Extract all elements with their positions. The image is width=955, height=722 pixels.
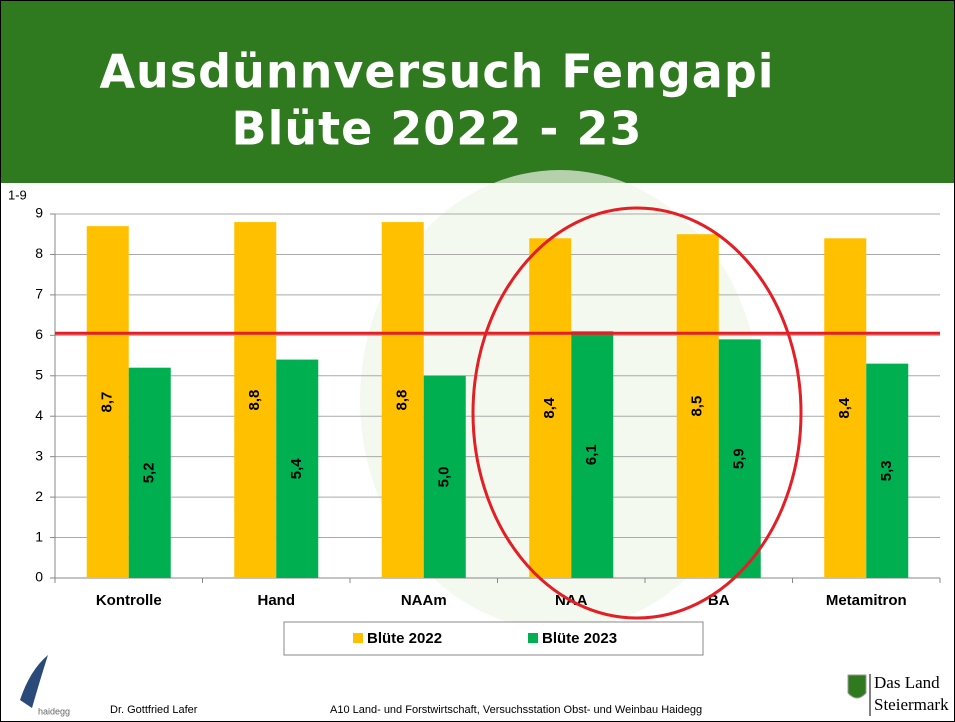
footer-author: Dr. Gottfried Lafer [110, 704, 198, 716]
value-label: 8,7 [99, 392, 116, 413]
logo-right-line1: Das Land [874, 673, 940, 692]
y-tick-label: 4 [35, 407, 43, 423]
value-label: 6,1 [583, 444, 600, 465]
legend-label: Blüte 2022 [367, 630, 442, 647]
value-label: 8,4 [836, 397, 853, 419]
x-tick-label: Kontrolle [96, 592, 162, 609]
legend-label: Blüte 2023 [542, 630, 617, 647]
y-tick-label: 5 [35, 366, 43, 382]
y-tick-label: 0 [35, 569, 43, 585]
value-label: 5,4 [288, 458, 305, 480]
x-tick-label: NAAm [401, 592, 447, 609]
y-tick-label: 6 [35, 326, 43, 342]
value-label: 8,8 [246, 390, 263, 411]
legend-swatch [353, 633, 363, 643]
value-label: 8,4 [541, 397, 558, 419]
slide-title: Ausdünnversuch Fengapi [99, 45, 774, 99]
y-tick-label: 9 [35, 205, 43, 221]
value-label: 5,2 [141, 462, 158, 483]
logo-left-text: haidegg [38, 706, 70, 716]
value-label: 8,5 [689, 396, 706, 417]
x-tick-label: Metamitron [826, 592, 907, 609]
value-label: 5,3 [878, 460, 895, 481]
y-tick-label: 8 [35, 245, 43, 261]
legend-box [284, 622, 703, 655]
footer-institution: A10 Land- und Forstwirtschaft, Versuchss… [330, 704, 702, 716]
value-label: 8,8 [394, 390, 411, 411]
value-label: 5,0 [436, 466, 453, 487]
slide-subtitle: Blüte 2022 - 23 [232, 102, 643, 156]
x-tick-label: Hand [258, 592, 296, 609]
legend-swatch [528, 633, 538, 643]
steiermark-crest [848, 675, 866, 698]
value-label: 5,9 [731, 448, 748, 469]
logo-right-line2: Steiermark [874, 695, 949, 714]
slide: Ausdünnversuch Fengapi Blüte 2022 - 23 1… [0, 0, 955, 722]
y-tick-label: 1 [35, 528, 43, 544]
y-tick-label: 7 [35, 286, 43, 302]
y-tick-label: 2 [35, 488, 43, 504]
y-tick-label: 3 [35, 447, 43, 463]
y-axis-label: 1-9 [8, 187, 27, 202]
